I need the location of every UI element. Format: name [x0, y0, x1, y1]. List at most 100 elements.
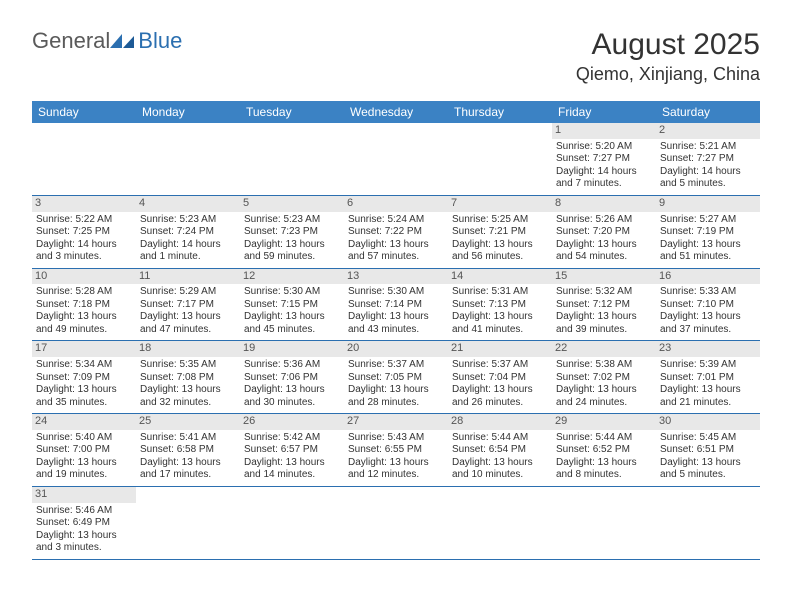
- day-number: 20: [344, 341, 448, 357]
- day-number: 23: [656, 341, 760, 357]
- week-row: 3Sunrise: 5:22 AMSunset: 7:25 PMDaylight…: [32, 196, 760, 269]
- day-cell: 20Sunrise: 5:37 AMSunset: 7:05 PMDayligh…: [344, 341, 448, 413]
- daylight-text: Daylight: 13 hours and 54 minutes.: [556, 239, 652, 264]
- daylight-text: Daylight: 13 hours and 59 minutes.: [244, 239, 340, 264]
- day-cell: 2 Sunrise: 5:21 AMSunset: 7:27 PMDaylight…: [656, 123, 760, 195]
- sunset-text: Sunset: 6:51 PM: [660, 444, 756, 457]
- weekday-header: Wednesday: [344, 101, 448, 123]
- day-number: 18: [136, 341, 240, 357]
- sunrise-text: Sunrise: 5:29 AM: [140, 286, 236, 299]
- day-number: 30: [656, 414, 760, 430]
- day-cell: 28Sunrise: 5:44 AMSunset: 6:54 PMDayligh…: [448, 414, 552, 486]
- sunrise-text: Sunrise: 5:35 AM: [140, 359, 236, 372]
- daylight-text: Daylight: 13 hours and 28 minutes.: [348, 384, 444, 409]
- sunset-text: Sunset: 6:58 PM: [140, 444, 236, 457]
- sunset-text: Sunset: 7:10 PM: [660, 299, 756, 312]
- empty-cell: [344, 487, 448, 559]
- daylight-text: Daylight: 13 hours and 51 minutes.: [660, 239, 756, 264]
- sunset-text: Sunset: 6:54 PM: [452, 444, 548, 457]
- calendar: SundayMondayTuesdayWednesdayThursdayFrid…: [32, 101, 760, 560]
- weekday-header: Thursday: [448, 101, 552, 123]
- sunrise-text: Sunrise: 5:43 AM: [348, 432, 444, 445]
- day-cell: 21Sunrise: 5:37 AMSunset: 7:04 PMDayligh…: [448, 341, 552, 413]
- day-number: 3: [32, 196, 136, 212]
- sunset-text: Sunset: 7:27 PM: [556, 153, 652, 166]
- day-number: 14: [448, 269, 552, 285]
- day-cell: 29Sunrise: 5:44 AMSunset: 6:52 PMDayligh…: [552, 414, 656, 486]
- day-number: 2: [656, 123, 760, 139]
- sunrise-text: Sunrise: 5:30 AM: [348, 286, 444, 299]
- sunset-text: Sunset: 7:12 PM: [556, 299, 652, 312]
- daylight-text: Daylight: 13 hours and 37 minutes.: [660, 311, 756, 336]
- daylight-text: Daylight: 13 hours and 30 minutes.: [244, 384, 340, 409]
- weekday-header: Tuesday: [240, 101, 344, 123]
- daylight-text: Daylight: 13 hours and 45 minutes.: [244, 311, 340, 336]
- day-number: 25: [136, 414, 240, 430]
- empty-cell: [240, 487, 344, 559]
- sunset-text: Sunset: 7:18 PM: [36, 299, 132, 312]
- sunset-text: Sunset: 7:23 PM: [244, 226, 340, 239]
- day-number: 9: [656, 196, 760, 212]
- sunrise-text: Sunrise: 5:39 AM: [660, 359, 756, 372]
- daylight-text: Daylight: 14 hours and 1 minute.: [140, 239, 236, 264]
- sunrise-text: Sunrise: 5:21 AM: [660, 141, 756, 154]
- day-number: 27: [344, 414, 448, 430]
- daylight-text: Daylight: 13 hours and 19 minutes.: [36, 457, 132, 482]
- sunrise-text: Sunrise: 5:37 AM: [348, 359, 444, 372]
- weekday-header-row: SundayMondayTuesdayWednesdayThursdayFrid…: [32, 101, 760, 123]
- sunset-text: Sunset: 7:01 PM: [660, 372, 756, 385]
- sunrise-text: Sunrise: 5:45 AM: [660, 432, 756, 445]
- sunset-text: Sunset: 6:52 PM: [556, 444, 652, 457]
- sunrise-text: Sunrise: 5:25 AM: [452, 214, 548, 227]
- day-number: 22: [552, 341, 656, 357]
- sunset-text: Sunset: 7:27 PM: [660, 153, 756, 166]
- week-row: 31Sunrise: 5:46 AMSunset: 6:49 PMDayligh…: [32, 487, 760, 560]
- day-cell: 11Sunrise: 5:29 AMSunset: 7:17 PMDayligh…: [136, 269, 240, 341]
- day-number: 17: [32, 341, 136, 357]
- week-row: 17Sunrise: 5:34 AMSunset: 7:09 PMDayligh…: [32, 341, 760, 414]
- daylight-text: Daylight: 13 hours and 3 minutes.: [36, 530, 132, 555]
- daylight-text: Daylight: 13 hours and 49 minutes.: [36, 311, 132, 336]
- sunset-text: Sunset: 7:14 PM: [348, 299, 444, 312]
- empty-cell: [656, 487, 760, 559]
- day-cell: 9Sunrise: 5:27 AMSunset: 7:19 PMDaylight…: [656, 196, 760, 268]
- month-title: August 2025: [576, 28, 760, 62]
- day-cell: 30Sunrise: 5:45 AMSunset: 6:51 PMDayligh…: [656, 414, 760, 486]
- day-cell: 27Sunrise: 5:43 AMSunset: 6:55 PMDayligh…: [344, 414, 448, 486]
- day-cell: 10Sunrise: 5:28 AMSunset: 7:18 PMDayligh…: [32, 269, 136, 341]
- weekday-header: Sunday: [32, 101, 136, 123]
- day-cell: 8Sunrise: 5:26 AMSunset: 7:20 PMDaylight…: [552, 196, 656, 268]
- day-cell: 1Sunrise: 5:20 AMSunset: 7:27 PMDaylight…: [552, 123, 656, 195]
- day-cell: 22Sunrise: 5:38 AMSunset: 7:02 PMDayligh…: [552, 341, 656, 413]
- daylight-text: Daylight: 13 hours and 39 minutes.: [556, 311, 652, 336]
- sunrise-text: Sunrise: 5:23 AM: [140, 214, 236, 227]
- day-number: 29: [552, 414, 656, 430]
- sunrise-text: Sunrise: 5:24 AM: [348, 214, 444, 227]
- daylight-text: Daylight: 13 hours and 56 minutes.: [452, 239, 548, 264]
- sunrise-text: Sunrise: 5:38 AM: [556, 359, 652, 372]
- sunrise-text: Sunrise: 5:44 AM: [452, 432, 548, 445]
- day-cell: 25Sunrise: 5:41 AMSunset: 6:58 PMDayligh…: [136, 414, 240, 486]
- sunset-text: Sunset: 7:17 PM: [140, 299, 236, 312]
- day-number: 21: [448, 341, 552, 357]
- sunset-text: Sunset: 7:15 PM: [244, 299, 340, 312]
- day-number: 12: [240, 269, 344, 285]
- day-cell: 31Sunrise: 5:46 AMSunset: 6:49 PMDayligh…: [32, 487, 136, 559]
- daylight-text: Daylight: 14 hours and 5 minutes.: [660, 166, 756, 191]
- day-cell: 19Sunrise: 5:36 AMSunset: 7:06 PMDayligh…: [240, 341, 344, 413]
- day-cell: 3Sunrise: 5:22 AMSunset: 7:25 PMDaylight…: [32, 196, 136, 268]
- logo-text-1: General: [32, 28, 110, 54]
- day-number: 4: [136, 196, 240, 212]
- sunset-text: Sunset: 6:55 PM: [348, 444, 444, 457]
- sunrise-text: Sunrise: 5:33 AM: [660, 286, 756, 299]
- sunset-text: Sunset: 7:02 PM: [556, 372, 652, 385]
- day-cell: 18Sunrise: 5:35 AMSunset: 7:08 PMDayligh…: [136, 341, 240, 413]
- sunset-text: Sunset: 7:13 PM: [452, 299, 548, 312]
- weekday-header: Monday: [136, 101, 240, 123]
- sunrise-text: Sunrise: 5:37 AM: [452, 359, 548, 372]
- day-cell: 12Sunrise: 5:30 AMSunset: 7:15 PMDayligh…: [240, 269, 344, 341]
- day-cell: 13Sunrise: 5:30 AMSunset: 7:14 PMDayligh…: [344, 269, 448, 341]
- week-row: 10Sunrise: 5:28 AMSunset: 7:18 PMDayligh…: [32, 269, 760, 342]
- daylight-text: Daylight: 13 hours and 8 minutes.: [556, 457, 652, 482]
- day-number: 26: [240, 414, 344, 430]
